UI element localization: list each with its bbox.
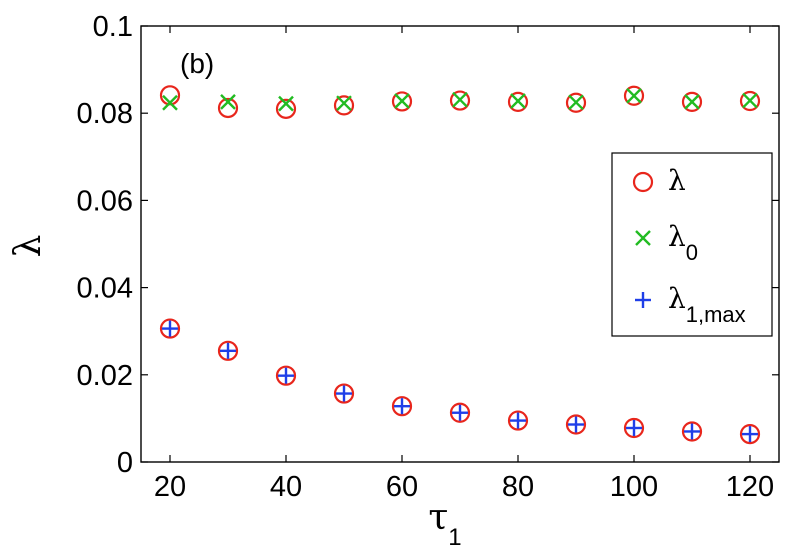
data-point-plus	[684, 423, 700, 440]
y-tick-label: 0.04	[77, 273, 133, 305]
data-point-plus	[452, 404, 468, 421]
data-point-circle	[681, 91, 703, 112]
data-point-x	[220, 94, 236, 110]
data-point-circle	[507, 410, 529, 431]
data-point-plus	[394, 398, 410, 415]
y-tick-label: 0.1	[93, 11, 133, 43]
data-point-circle	[275, 365, 297, 386]
data-point-plus	[336, 385, 352, 402]
legend-label-subscript: 1,max	[686, 302, 746, 327]
x-tick-label: 20	[154, 471, 186, 503]
data-point-plus	[162, 320, 178, 337]
data-point-circle	[739, 90, 761, 112]
legend-marker-circle	[632, 171, 654, 193]
data-point-x	[278, 95, 294, 112]
series-2	[162, 87, 758, 112]
data-point-x	[510, 93, 526, 109]
legend-label-subscript: 0	[686, 240, 698, 265]
legend-label: λ1,max	[668, 282, 746, 327]
y-tick-label: 0.02	[77, 360, 133, 392]
x-tick-label: 40	[270, 471, 302, 503]
y-tick-label: 0	[117, 447, 133, 479]
data-point-x	[626, 87, 642, 104]
data-point-circle	[507, 91, 529, 112]
legend-marker-plus	[635, 292, 651, 308]
data-point-plus	[278, 367, 294, 384]
data-point-circle	[565, 92, 587, 113]
data-point-plus	[220, 342, 236, 359]
legend-item: λ	[632, 164, 686, 197]
data-point-circle	[333, 95, 355, 116]
data-point-circle	[217, 340, 239, 361]
data-point-x	[162, 94, 178, 111]
data-point-circle	[391, 91, 413, 112]
data-point-x	[336, 95, 352, 112]
y-tick-label: 0.06	[77, 185, 133, 217]
legend-label-symbol: λ	[668, 164, 686, 197]
legend-box	[611, 152, 773, 337]
data-point-circle	[333, 383, 355, 404]
data-point-circle	[565, 414, 587, 435]
y-tick-label: 0.08	[77, 98, 133, 130]
series-3	[162, 320, 758, 443]
legend-item: λ1,max	[635, 282, 746, 327]
legend-item: λ0	[635, 220, 698, 265]
data-point-circle	[449, 90, 471, 111]
x-axis-label-subscript: 1	[448, 524, 461, 551]
data-point-circle	[275, 98, 297, 119]
legend-marker-x	[635, 230, 651, 246]
data-point-circle	[449, 402, 471, 423]
legend-label-symbol: λ	[668, 282, 686, 315]
data-point-circle	[623, 85, 645, 106]
y-axis-label: λ	[8, 235, 49, 258]
data-point-circle	[739, 423, 761, 445]
data-point-x	[742, 92, 758, 109]
x-tick-label: 120	[726, 471, 774, 503]
series-1	[159, 318, 761, 445]
data-point-plus	[510, 412, 526, 429]
data-point-circle	[623, 417, 645, 439]
data-point-circle	[391, 396, 413, 417]
legend-label-symbol: λ	[668, 220, 686, 253]
data-point-x	[452, 91, 468, 108]
legend-label: λ	[668, 164, 686, 197]
data-point-circle	[217, 97, 239, 119]
legend-label: λ0	[668, 220, 698, 265]
data-point-circle	[159, 318, 181, 339]
data-point-circle	[681, 421, 703, 442]
panel-label: (b)	[180, 48, 214, 79]
x-tick-label: 100	[610, 471, 658, 503]
plot-frame	[140, 25, 780, 463]
data-point-x	[394, 93, 410, 109]
x-tick-label: 80	[502, 471, 534, 503]
data-point-plus	[568, 416, 584, 433]
x-tick-label: 60	[386, 471, 418, 503]
data-point-x	[684, 94, 700, 110]
data-point-x	[568, 94, 584, 111]
x-axis-label: τ1	[428, 497, 461, 551]
x-axis-label-symbol: τ	[428, 497, 448, 538]
series-0	[159, 85, 761, 119]
data-point-plus	[742, 426, 758, 443]
data-point-plus	[626, 419, 642, 436]
